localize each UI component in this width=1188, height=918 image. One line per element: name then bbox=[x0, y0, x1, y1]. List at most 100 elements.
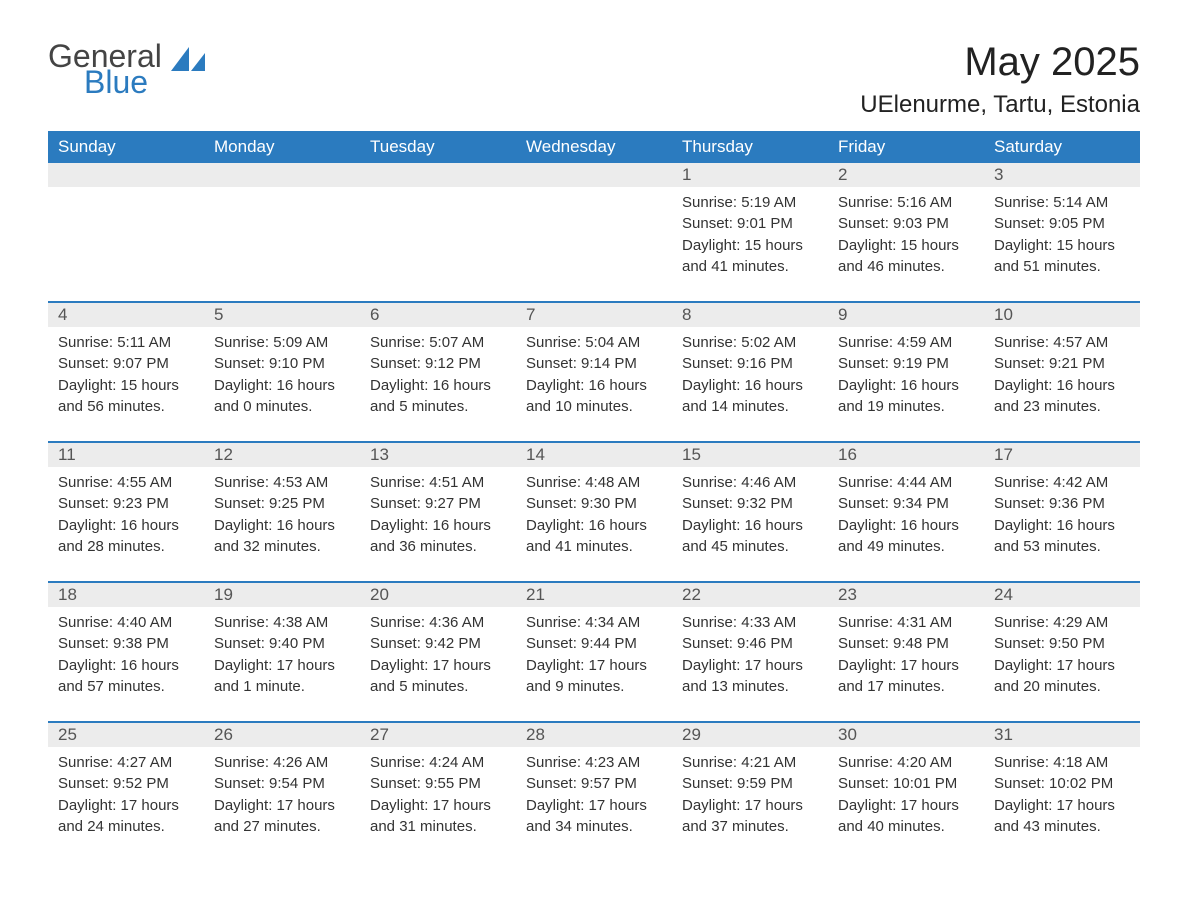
day-dl1: Daylight: 15 hours bbox=[682, 236, 818, 256]
week-row: 1Sunrise: 5:19 AMSunset: 9:01 PMDaylight… bbox=[48, 163, 1140, 287]
day-content: Sunrise: 4:57 AMSunset: 9:21 PMDaylight:… bbox=[994, 333, 1130, 417]
day-dl1: Daylight: 17 hours bbox=[214, 656, 350, 676]
weekday-header: Monday bbox=[204, 131, 360, 163]
day-dl1: Daylight: 17 hours bbox=[682, 796, 818, 816]
day-content: Sunrise: 4:51 AMSunset: 9:27 PMDaylight:… bbox=[370, 473, 506, 557]
day-dl2: and 5 minutes. bbox=[370, 677, 506, 697]
day-number: 25 bbox=[48, 723, 204, 747]
day-content: Sunrise: 4:29 AMSunset: 9:50 PMDaylight:… bbox=[994, 613, 1130, 697]
day-cell: 14Sunrise: 4:48 AMSunset: 9:30 PMDayligh… bbox=[516, 443, 672, 567]
day-number: 24 bbox=[984, 583, 1140, 607]
day-content: Sunrise: 4:36 AMSunset: 9:42 PMDaylight:… bbox=[370, 613, 506, 697]
day-sunset: Sunset: 9:27 PM bbox=[370, 494, 506, 514]
day-sunrise: Sunrise: 5:19 AM bbox=[682, 193, 818, 213]
day-number: 19 bbox=[204, 583, 360, 607]
day-number: 17 bbox=[984, 443, 1140, 467]
day-dl2: and 13 minutes. bbox=[682, 677, 818, 697]
day-sunrise: Sunrise: 4:57 AM bbox=[994, 333, 1130, 353]
day-cell: 18Sunrise: 4:40 AMSunset: 9:38 PMDayligh… bbox=[48, 583, 204, 707]
day-number: 7 bbox=[516, 303, 672, 327]
day-number: 6 bbox=[360, 303, 516, 327]
day-content: Sunrise: 4:21 AMSunset: 9:59 PMDaylight:… bbox=[682, 753, 818, 837]
day-sunset: Sunset: 9:12 PM bbox=[370, 354, 506, 374]
day-content: Sunrise: 4:27 AMSunset: 9:52 PMDaylight:… bbox=[58, 753, 194, 837]
day-content: Sunrise: 5:04 AMSunset: 9:14 PMDaylight:… bbox=[526, 333, 662, 417]
empty-day bbox=[360, 163, 516, 187]
day-dl1: Daylight: 16 hours bbox=[214, 516, 350, 536]
day-number: 11 bbox=[48, 443, 204, 467]
day-cell: 9Sunrise: 4:59 AMSunset: 9:19 PMDaylight… bbox=[828, 303, 984, 427]
day-number: 30 bbox=[828, 723, 984, 747]
day-number: 4 bbox=[48, 303, 204, 327]
day-sunrise: Sunrise: 5:16 AM bbox=[838, 193, 974, 213]
weekday-header: Wednesday bbox=[516, 131, 672, 163]
day-dl2: and 5 minutes. bbox=[370, 397, 506, 417]
day-dl2: and 49 minutes. bbox=[838, 537, 974, 557]
day-content: Sunrise: 4:53 AMSunset: 9:25 PMDaylight:… bbox=[214, 473, 350, 557]
weekday-header-row: SundayMondayTuesdayWednesdayThursdayFrid… bbox=[48, 131, 1140, 163]
day-cell: 7 Sunrise: 5:04 AMSunset: 9:14 PMDaylight… bbox=[516, 303, 672, 427]
day-sunset: Sunset: 9:23 PM bbox=[58, 494, 194, 514]
day-sunset: Sunset: 9:25 PM bbox=[214, 494, 350, 514]
day-dl1: Daylight: 17 hours bbox=[370, 656, 506, 676]
day-dl2: and 51 minutes. bbox=[994, 257, 1130, 277]
day-dl2: and 41 minutes. bbox=[682, 257, 818, 277]
day-content: Sunrise: 4:31 AMSunset: 9:48 PMDaylight:… bbox=[838, 613, 974, 697]
empty-day bbox=[516, 163, 672, 187]
day-content: Sunrise: 4:26 AMSunset: 9:54 PMDaylight:… bbox=[214, 753, 350, 837]
day-content: Sunrise: 4:34 AMSunset: 9:44 PMDaylight:… bbox=[526, 613, 662, 697]
day-sunrise: Sunrise: 5:04 AM bbox=[526, 333, 662, 353]
day-cell: 12 Sunrise: 4:53 AMSunset: 9:25 PMDayligh… bbox=[204, 443, 360, 567]
day-cell: 26Sunrise: 4:26 AMSunset: 9:54 PMDayligh… bbox=[204, 723, 360, 847]
day-sunset: Sunset: 10:01 PM bbox=[838, 774, 974, 794]
day-sunrise: Sunrise: 4:40 AM bbox=[58, 613, 194, 633]
day-dl1: Daylight: 16 hours bbox=[214, 376, 350, 396]
day-content: Sunrise: 4:20 AMSunset: 10:01 PMDaylight… bbox=[838, 753, 974, 837]
day-sunrise: Sunrise: 4:51 AM bbox=[370, 473, 506, 493]
day-sunrise: Sunrise: 4:53 AM bbox=[214, 473, 350, 493]
day-sunset: Sunset: 9:01 PM bbox=[682, 214, 818, 234]
day-sunset: Sunset: 9:38 PM bbox=[58, 634, 194, 654]
day-cell: 13 Sunrise: 4:51 AMSunset: 9:27 PMDayligh… bbox=[360, 443, 516, 567]
day-number: 12 bbox=[204, 443, 360, 467]
day-dl1: Daylight: 17 hours bbox=[682, 656, 818, 676]
day-content: Sunrise: 5:09 AMSunset: 9:10 PMDaylight:… bbox=[214, 333, 350, 417]
day-dl1: Daylight: 17 hours bbox=[994, 656, 1130, 676]
day-cell: 6 Sunrise: 5:07 AMSunset: 9:12 PMDaylight… bbox=[360, 303, 516, 427]
day-dl2: and 31 minutes. bbox=[370, 817, 506, 837]
day-sunrise: Sunrise: 4:31 AM bbox=[838, 613, 974, 633]
day-dl2: and 53 minutes. bbox=[994, 537, 1130, 557]
day-number: 31 bbox=[984, 723, 1140, 747]
day-sunset: Sunset: 9:42 PM bbox=[370, 634, 506, 654]
day-dl1: Daylight: 17 hours bbox=[58, 796, 194, 816]
day-dl1: Daylight: 16 hours bbox=[682, 376, 818, 396]
day-cell: 16Sunrise: 4:44 AMSunset: 9:34 PMDayligh… bbox=[828, 443, 984, 567]
day-sunset: Sunset: 9:55 PM bbox=[370, 774, 506, 794]
day-cell: 29Sunrise: 4:21 AMSunset: 9:59 PMDayligh… bbox=[672, 723, 828, 847]
weekday-header: Saturday bbox=[984, 131, 1140, 163]
day-sunset: Sunset: 9:48 PM bbox=[838, 634, 974, 654]
location-text: UElenurme, Tartu, Estonia bbox=[860, 91, 1140, 119]
day-sunset: Sunset: 9:52 PM bbox=[58, 774, 194, 794]
day-number: 21 bbox=[516, 583, 672, 607]
day-content: Sunrise: 5:07 AMSunset: 9:12 PMDaylight:… bbox=[370, 333, 506, 417]
day-number: 10 bbox=[984, 303, 1140, 327]
day-number: 13 bbox=[360, 443, 516, 467]
day-sunrise: Sunrise: 5:02 AM bbox=[682, 333, 818, 353]
day-dl2: and 36 minutes. bbox=[370, 537, 506, 557]
day-cell: 15Sunrise: 4:46 AMSunset: 9:32 PMDayligh… bbox=[672, 443, 828, 567]
day-number: 27 bbox=[360, 723, 516, 747]
day-content: Sunrise: 5:19 AMSunset: 9:01 PMDaylight:… bbox=[682, 193, 818, 277]
day-cell bbox=[360, 163, 516, 287]
day-sunset: Sunset: 9:59 PM bbox=[682, 774, 818, 794]
day-sunset: Sunset: 9:19 PM bbox=[838, 354, 974, 374]
day-sunrise: Sunrise: 4:48 AM bbox=[526, 473, 662, 493]
day-sunset: Sunset: 9:10 PM bbox=[214, 354, 350, 374]
day-cell: 25 Sunrise: 4:27 AMSunset: 9:52 PMDayligh… bbox=[48, 723, 204, 847]
day-number: 20 bbox=[360, 583, 516, 607]
day-sunset: Sunset: 9:03 PM bbox=[838, 214, 974, 234]
day-sunset: Sunset: 9:40 PM bbox=[214, 634, 350, 654]
day-content: Sunrise: 4:18 AMSunset: 10:02 PMDaylight… bbox=[994, 753, 1130, 837]
day-dl2: and 9 minutes. bbox=[526, 677, 662, 697]
day-content: Sunrise: 4:24 AMSunset: 9:55 PMDaylight:… bbox=[370, 753, 506, 837]
